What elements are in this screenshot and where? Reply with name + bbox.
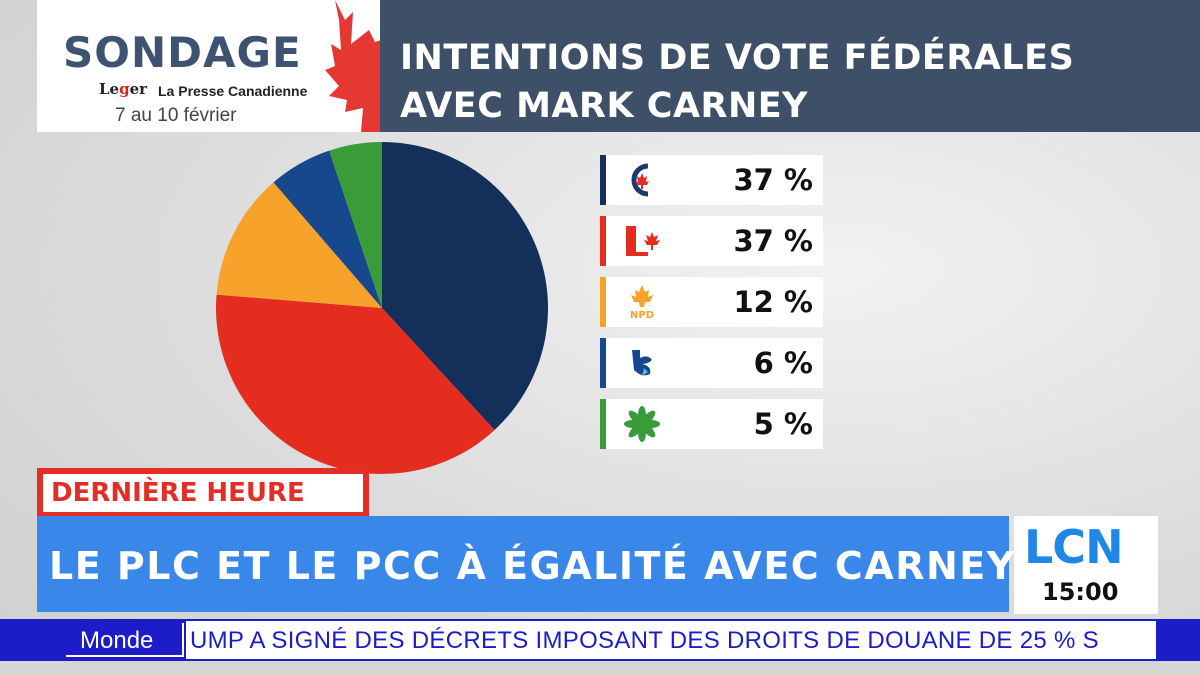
legend-row-bloc: 6 % — [600, 338, 823, 388]
breaking-news-label-box: DERNIÈRE HEURE — [37, 468, 369, 518]
legend-color-bar — [600, 399, 606, 449]
pie-slice-liberal — [216, 294, 495, 474]
svg-text:NPD: NPD — [630, 310, 654, 321]
legend-row-conservative: 37 % — [600, 155, 823, 205]
legend-value: 37 % — [733, 224, 813, 258]
vote-intention-pie-chart — [216, 142, 548, 474]
header-title-line1: INTENTIONS DE VOTE FÉDÉRALES — [400, 38, 1075, 78]
chart-header: INTENTIONS DE VOTE FÉDÉRALES AVEC MARK C… — [380, 0, 1200, 132]
green-logo-icon — [624, 406, 660, 442]
ticker-text: UMP A SIGNÉ DES DÉCRETS IMPOSANT DES DRO… — [190, 627, 1099, 654]
poll-branding-box: SONDAGE Leger La Presse Canadienne 7 au … — [37, 0, 380, 132]
headline-text: LE PLC ET LE PCC À ÉGALITÉ AVEC CARNEY — [49, 544, 1016, 588]
legend-value: 6 % — [753, 346, 813, 380]
sondage-title: SONDAGE — [63, 28, 302, 77]
partner-label: La Presse Canadienne — [158, 83, 308, 99]
poll-dates: 7 au 10 février — [115, 105, 237, 126]
pie-slice-ndp — [216, 182, 382, 308]
bottom-strip — [0, 661, 1200, 675]
clock-time: 15:00 — [1042, 578, 1119, 606]
pie-slice-conservative — [382, 142, 548, 431]
legend-color-bar — [600, 277, 606, 327]
legend-row-liberal: 37 % — [600, 216, 823, 266]
header-title-line2: AVEC MARK CARNEY — [400, 86, 809, 126]
ticker-category-label: Monde — [80, 627, 154, 654]
legend-value: 37 % — [733, 163, 813, 197]
breaking-news-inner: DERNIÈRE HEURE — [43, 474, 363, 512]
legend-color-bar — [600, 155, 606, 205]
ndp-logo-icon: NPD — [630, 285, 654, 321]
legend-value: 12 % — [733, 285, 813, 319]
conservative-logo-icon — [631, 163, 649, 197]
channel-box: LCN 15:00 — [1014, 516, 1158, 614]
pie-slice-green — [329, 142, 382, 308]
legend-color-bar — [600, 216, 606, 266]
ticker-category: Monde — [66, 623, 184, 657]
pie-slice-bloc — [273, 150, 382, 308]
bloc-logo-icon — [632, 350, 652, 376]
legend-row-green: 5 % — [600, 399, 823, 449]
breaking-news-label: DERNIÈRE HEURE — [51, 478, 305, 508]
ticker-text-box: UMP A SIGNÉ DES DÉCRETS IMPOSANT DES DRO… — [186, 621, 1156, 659]
legend-color-bar — [600, 338, 606, 388]
news-ticker: Monde UMP A SIGNÉ DES DÉCRETS IMPOSANT D… — [0, 619, 1200, 661]
liberal-logo-icon — [626, 226, 660, 256]
legend-row-ndp: NPD 12 % — [600, 277, 823, 327]
headline-bar: LE PLC ET LE PCC À ÉGALITÉ AVEC CARNEY — [37, 516, 1014, 612]
lcn-logo: LCN — [1024, 520, 1124, 574]
legend-value: 5 % — [753, 407, 813, 441]
maple-leaf-icon — [325, 0, 380, 132]
leger-logo: Leger — [99, 80, 148, 98]
